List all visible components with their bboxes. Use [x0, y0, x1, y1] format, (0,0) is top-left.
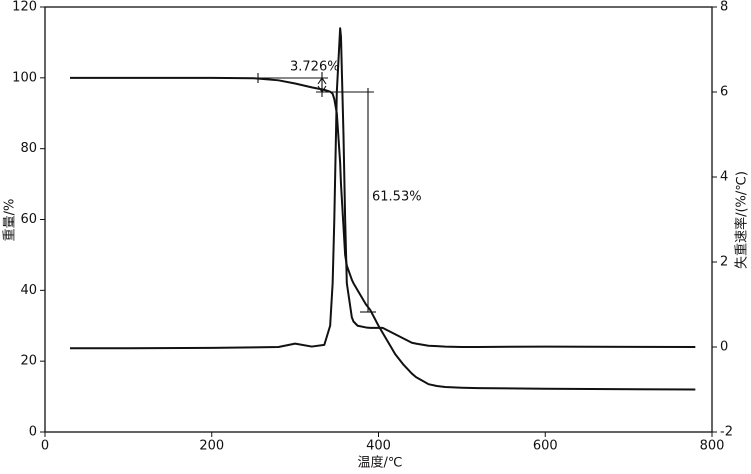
y2-tick-label: 8: [720, 0, 728, 15]
y-tick-label: 120: [12, 0, 37, 15]
data-line: [70, 76, 696, 391]
y-tick-label: 100: [12, 70, 37, 85]
annotation-lines: [257, 72, 376, 313]
y2-tick-label: 4: [720, 170, 728, 185]
y2-tick-label: -2: [720, 425, 733, 440]
y-tick-label: 40: [20, 283, 37, 298]
x-tick-label: 800: [700, 439, 725, 454]
x-tick-label: 600: [533, 439, 558, 454]
data-line: [70, 27, 696, 350]
y-tick-label: 0: [29, 425, 37, 440]
y-axis-label: 重量/%: [2, 199, 18, 242]
x-tick-label: 200: [199, 439, 224, 454]
y-tick-label: 20: [20, 354, 37, 369]
annotation: 61.53%: [372, 190, 422, 205]
x-tick-label: 0: [41, 439, 49, 454]
y2-tick-label: 2: [720, 255, 728, 270]
y2-axis-label: 失重速率/(%/℃): [734, 171, 750, 269]
y-tick-label: 60: [20, 212, 37, 227]
y2-tick-label: 6: [720, 85, 728, 100]
plot-frame: [44, 6, 713, 433]
annotation: 3.726%: [290, 60, 340, 75]
x-tick-label: 400: [366, 439, 391, 454]
y-tick-label: 80: [20, 141, 37, 156]
x-axis-label: 温度/℃: [358, 455, 403, 471]
y2-tick-label: 0: [720, 340, 728, 355]
